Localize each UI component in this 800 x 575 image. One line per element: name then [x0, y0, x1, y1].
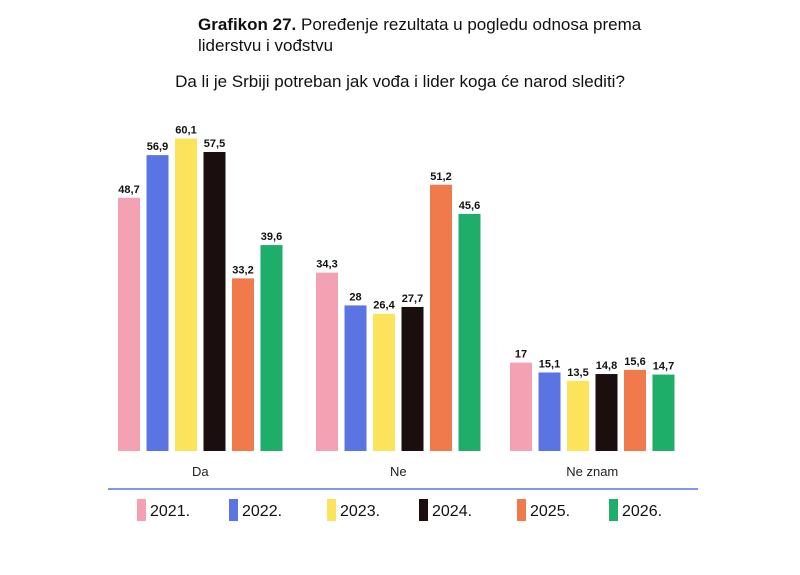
legend-label-2026: 2026.: [622, 503, 662, 520]
data-label: 33,2: [232, 264, 253, 276]
bar-da-2021: [118, 197, 140, 451]
bar-ne-znam-2023: [567, 380, 589, 451]
chart-title: Grafikon 27. Poređenje rezultata u pogle…: [198, 14, 658, 56]
bar-ne-2022: [344, 305, 367, 451]
bar-da-2024: [203, 152, 226, 451]
legend-label-2022: 2022.: [242, 503, 282, 520]
data-label: 60,1: [175, 124, 196, 136]
bar-ne-znam-2025: [624, 369, 646, 451]
bar-da-2022: [146, 155, 169, 451]
bar-ne-2023: [373, 313, 395, 451]
legend-swatch-2026: [609, 499, 618, 521]
bar-ne-znam-2024: [595, 374, 618, 451]
category-label: Ne: [390, 464, 407, 479]
chart-title-bold: Grafikon 27.: [198, 15, 297, 34]
bar-ne-znam-2021: [510, 362, 532, 451]
category-label: Ne znam: [566, 464, 618, 479]
bar-da-2023: [175, 138, 197, 452]
data-label: 14,7: [653, 361, 674, 373]
chart-subtitle: Da li je Srbiji potreban jak vođa i lide…: [175, 72, 625, 91]
legend-swatch-2025: [517, 499, 526, 521]
data-label: 26,4: [373, 300, 395, 312]
legend-swatch-2023: [327, 499, 336, 521]
bar-da-2026: [260, 245, 283, 451]
data-label: 34,3: [316, 259, 337, 271]
data-label: 13,5: [567, 367, 588, 379]
bar-ne-znam-2026: [652, 374, 675, 451]
data-label: 45,6: [459, 200, 480, 212]
bar-ne-2024: [401, 306, 424, 451]
bar-ne-2026: [458, 213, 481, 451]
data-label: 39,6: [261, 231, 282, 243]
data-label: 57,5: [204, 138, 225, 150]
legend-label-2024: 2024.: [432, 503, 472, 520]
data-label: 27,7: [402, 293, 423, 305]
chart-title-rest: Poređenje rezultata u pogledu odnosa pre…: [198, 15, 642, 55]
data-label: 15,6: [624, 356, 645, 368]
legend-swatch-2022: [229, 499, 238, 521]
data-label: 14,8: [596, 360, 617, 372]
data-label: 28: [349, 291, 361, 303]
legend-swatch-2024: [419, 499, 428, 521]
data-label: 51,2: [430, 171, 451, 183]
data-label: 56,9: [147, 141, 168, 153]
legend-label-2025: 2025.: [530, 503, 570, 520]
bar-ne-znam-2022: [538, 372, 561, 451]
data-label: 48,7: [118, 184, 139, 196]
data-label: 17: [515, 349, 527, 361]
bar-da-2025: [232, 278, 254, 451]
category-label: Da: [192, 464, 209, 479]
data-label: 15,1: [539, 358, 560, 370]
bar-ne-2025: [430, 184, 452, 451]
legend-label-2023: 2023.: [340, 503, 380, 520]
bar-ne-2021: [316, 272, 338, 451]
legend-swatch-2021: [137, 499, 146, 521]
legend-label-2021: 2021.: [150, 503, 190, 520]
